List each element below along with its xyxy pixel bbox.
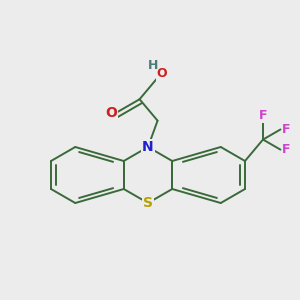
Text: O: O — [156, 67, 167, 80]
Text: H: H — [147, 59, 158, 72]
Text: O: O — [105, 106, 117, 120]
Text: F: F — [282, 143, 291, 156]
Text: F: F — [259, 109, 267, 122]
Text: N: N — [142, 140, 154, 154]
Text: S: S — [143, 196, 153, 210]
Text: F: F — [282, 123, 291, 136]
